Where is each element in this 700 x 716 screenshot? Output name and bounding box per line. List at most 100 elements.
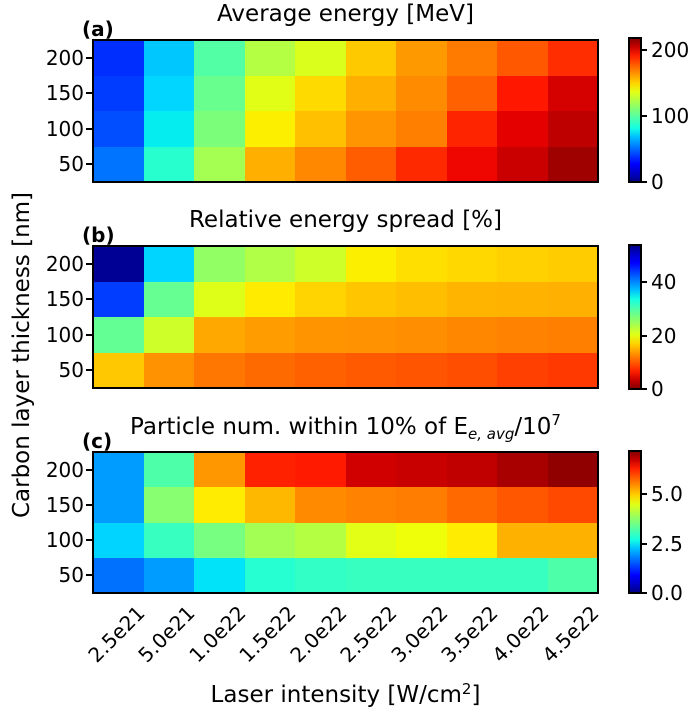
heatmap-cell: [396, 352, 447, 388]
x-tick-label: 1.0e22: [184, 601, 251, 668]
y-tick-label: 100: [45, 528, 84, 553]
panel-a-title: Average energy [MeV]: [217, 1, 474, 27]
heatmap-cell: [194, 317, 245, 353]
heatmap-cell: [194, 487, 245, 523]
heatmap-cell: [345, 146, 396, 182]
heatmap-cell: [244, 452, 295, 488]
heatmap-cell: [93, 111, 144, 147]
heatmap-cell: [345, 246, 396, 282]
heatmap-cell: [345, 452, 396, 488]
heatmap-cell: [194, 40, 245, 76]
y-tick-label: 50: [58, 152, 84, 177]
heatmap-cell: [194, 281, 245, 317]
heatmap-cell: [345, 522, 396, 558]
heatmap-cell: [396, 111, 447, 147]
heatmap-cell: [244, 487, 295, 523]
heatmap-cell: [345, 281, 396, 317]
y-tick-label: 50: [58, 563, 84, 588]
x-tick-label: 2.5e21: [83, 601, 150, 668]
heatmap-cell: [497, 75, 548, 111]
colorbar-tick-label: 5.0: [651, 482, 683, 507]
y-tick-mark: [86, 503, 93, 506]
heatmap-cell: [295, 487, 346, 523]
heatmap-panel-b: [92, 245, 599, 389]
heatmap-cell: [295, 317, 346, 353]
colorbar-tick-label: 0: [651, 377, 664, 401]
heatmap-cell: [497, 487, 548, 523]
heatmap-grid-c: [93, 452, 598, 593]
panel-c-title-sup: 7: [551, 411, 561, 429]
colorbar-tick-mark: [641, 181, 647, 183]
colorbar-tick-mark: [641, 281, 647, 284]
heatmap-cell: [244, 281, 295, 317]
heatmap-cell: [93, 146, 144, 182]
heatmap-cell: [244, 111, 295, 147]
panel-c-title: Particle num. within 10% of Ee, avg/107: [93, 411, 598, 443]
heatmap-cell: [244, 146, 295, 182]
colorbar-tick-label: 2.5: [651, 531, 683, 556]
heatmap-cell: [93, 40, 144, 76]
heatmap-cell: [194, 111, 245, 147]
heatmap-cell: [497, 557, 548, 593]
heatmap-cell: [547, 281, 598, 317]
colorbar-a: [628, 37, 642, 183]
heatmap-cell: [396, 317, 447, 353]
heatmap-cell: [244, 557, 295, 593]
y-tick-mark: [86, 539, 93, 542]
heatmap-cell: [396, 452, 447, 488]
x-tick-label: 4.0e22: [487, 601, 554, 668]
colorbar-b-frame: [628, 244, 642, 390]
heatmap-cell: [547, 522, 598, 558]
heatmap-cell: [396, 146, 447, 182]
x-axis-label-pre: Laser intensity [W/cm: [210, 682, 462, 708]
heatmap-cell: [194, 146, 245, 182]
heatmap-cell: [547, 40, 598, 76]
x-tick-label: 1.5e22: [234, 601, 301, 668]
heatmap-cell: [194, 246, 245, 282]
heatmap-cell: [143, 452, 194, 488]
heatmap-cell: [93, 317, 144, 353]
heatmap-cell: [244, 40, 295, 76]
colorbar-c: [628, 450, 642, 594]
heatmap-cell: [143, 487, 194, 523]
colorbar-tick-label: 200: [651, 37, 690, 62]
heatmap-cell: [194, 522, 245, 558]
heatmap-cell: [547, 452, 598, 488]
colorbar-tick-label: 40: [651, 270, 677, 295]
heatmap-cell: [93, 452, 144, 488]
x-tick-label: 4.5e22: [537, 601, 604, 668]
heatmap-cell: [93, 75, 144, 111]
heatmap-cell: [295, 111, 346, 147]
heatmap-cell: [497, 352, 548, 388]
heatmap-cell: [497, 146, 548, 182]
heatmap-cell: [93, 281, 144, 317]
heatmap-cell: [396, 75, 447, 111]
heatmap-cell: [446, 452, 497, 488]
y-tick-label: 200: [45, 45, 84, 70]
heatmap-cell: [143, 281, 194, 317]
heatmap-cell: [396, 246, 447, 282]
heatmap-cell: [194, 557, 245, 593]
heatmap-cell: [244, 352, 295, 388]
heatmap-cell: [143, 111, 194, 147]
y-tick-mark: [86, 333, 93, 336]
heatmap-cell: [143, 317, 194, 353]
y-tick-label: 100: [45, 322, 84, 347]
x-axis-label: Laser intensity [W/cm2]: [93, 680, 598, 708]
heatmap-cell: [497, 452, 548, 488]
heatmap-panel-c: [92, 451, 599, 594]
colorbar-tick-mark: [641, 388, 647, 390]
heatmap-cell: [93, 557, 144, 593]
heatmap-cell: [547, 352, 598, 388]
y-tick-mark: [86, 163, 93, 166]
panel-c-title-pre: Particle num. within 10% of E: [130, 414, 469, 440]
heatmap-cell: [295, 40, 346, 76]
y-tick-mark: [86, 468, 93, 471]
colorbar-c-frame: [628, 450, 642, 594]
heatmap-cell: [396, 487, 447, 523]
heatmap-cell: [497, 111, 548, 147]
x-tick-label: 2.0e22: [285, 601, 352, 668]
heatmap-cell: [547, 75, 598, 111]
y-tick-mark: [86, 56, 93, 59]
